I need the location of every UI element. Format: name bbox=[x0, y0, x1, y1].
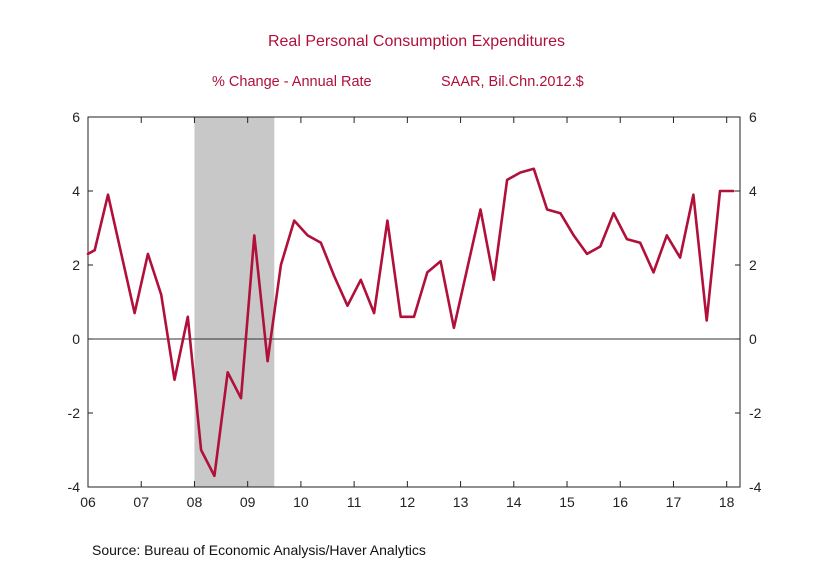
x-tick-label: 08 bbox=[187, 494, 203, 510]
y-tick-label-left: -2 bbox=[68, 405, 81, 421]
series-line bbox=[86, 167, 735, 478]
y-tick-label-right: -2 bbox=[749, 405, 762, 421]
y-tick-label-right: 4 bbox=[749, 183, 757, 199]
source-note: Source: Bureau of Economic Analysis/Have… bbox=[92, 542, 426, 558]
y-tick-label-right: 6 bbox=[749, 109, 757, 125]
y-tick-label-right: 2 bbox=[749, 257, 757, 273]
x-tick-label: 13 bbox=[453, 494, 469, 510]
y-tick-label-right: -4 bbox=[749, 479, 762, 495]
x-tick-label: 12 bbox=[400, 494, 416, 510]
x-tick-label: 16 bbox=[612, 494, 628, 510]
x-tick-label: 09 bbox=[240, 494, 256, 510]
chart-subtitle-series: SAAR, Bil.Chn.2012.$ bbox=[441, 74, 584, 90]
x-tick-label: 11 bbox=[347, 494, 362, 510]
x-tick-label: 07 bbox=[133, 494, 149, 510]
x-tick-label: 17 bbox=[666, 494, 682, 510]
x-tick-label: 18 bbox=[719, 494, 735, 510]
x-tick-label: 06 bbox=[80, 494, 96, 510]
x-tick-label: 15 bbox=[559, 494, 575, 510]
chart-subtitle-units: % Change - Annual Rate bbox=[212, 74, 372, 90]
plot-frame bbox=[87, 116, 741, 488]
y-tick-label-left: -4 bbox=[68, 479, 81, 495]
y-tick-label-right: 0 bbox=[749, 331, 757, 347]
x-tick-label: 10 bbox=[293, 494, 309, 510]
y-tick-label-left: 4 bbox=[72, 183, 80, 199]
x-tick-label: 14 bbox=[506, 494, 522, 510]
chart-title: Real Personal Consumption Expenditures bbox=[267, 33, 566, 50]
y-tick-label-left: 6 bbox=[72, 109, 80, 125]
y-tick-label-left: 0 bbox=[72, 331, 80, 347]
y-tick-label-left: 2 bbox=[72, 257, 80, 273]
